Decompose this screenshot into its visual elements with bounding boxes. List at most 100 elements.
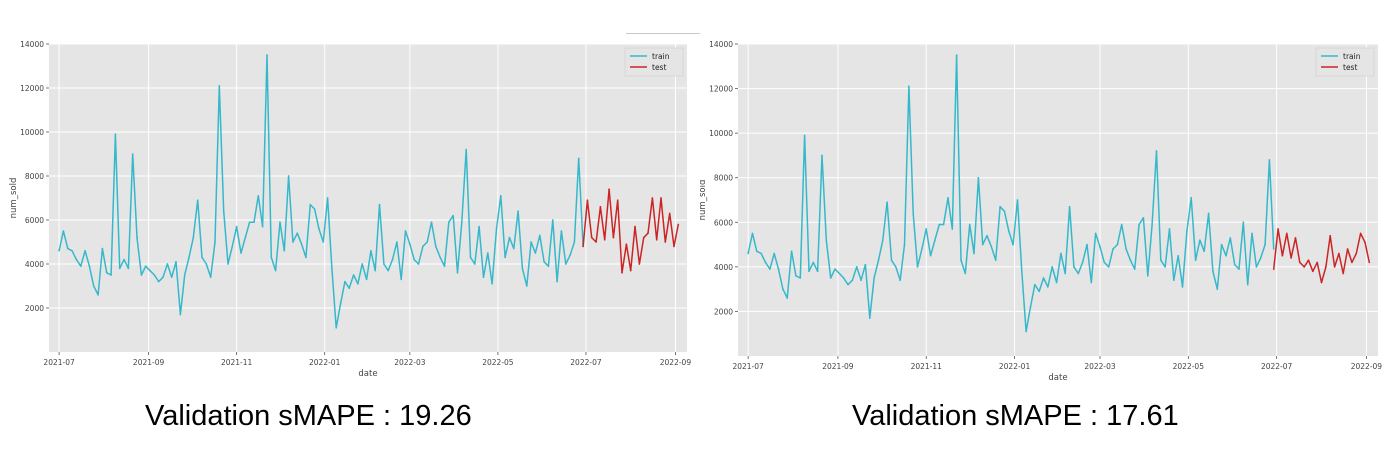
data-point-train <box>292 241 294 243</box>
data-point-train <box>266 54 268 56</box>
data-point-train <box>912 212 915 215</box>
data-point-train <box>140 274 143 276</box>
data-point-train <box>1099 246 1101 248</box>
data-point-train <box>66 247 69 250</box>
data-point-train <box>1003 210 1006 212</box>
data-point-train <box>812 261 815 264</box>
series-line-train <box>58 54 584 329</box>
data-point-train <box>495 228 498 230</box>
data-point-train <box>1042 277 1045 279</box>
x-tick-label: 2022-07 <box>1261 362 1293 371</box>
data-point-test <box>608 188 610 190</box>
x-tick-label: 2022-05 <box>482 358 514 367</box>
data-point-train <box>487 252 489 254</box>
x-tick-label: 2022-09 <box>660 358 692 367</box>
data-point-train <box>218 85 221 87</box>
legend-label-test: test <box>652 63 666 72</box>
data-point-train <box>1007 230 1010 232</box>
data-point-train <box>795 274 797 277</box>
data-point-train <box>747 252 749 255</box>
data-point-train <box>240 252 242 254</box>
data-point-train <box>525 285 528 287</box>
data-point-train <box>1207 212 1210 215</box>
data-point-train <box>391 258 394 261</box>
data-point-train <box>1077 272 1080 275</box>
data-point-train <box>760 252 762 255</box>
data-point-train <box>1212 270 1214 273</box>
data-point-train <box>231 245 234 248</box>
data-point-test <box>586 199 589 201</box>
data-point-test <box>1351 261 1353 264</box>
data-point-train <box>881 239 884 241</box>
data-point-train <box>1073 266 1075 268</box>
data-point-train <box>999 205 1001 208</box>
x-tick-label: 2022-07 <box>570 358 602 367</box>
data-point-train <box>955 54 958 56</box>
data-point-train <box>248 221 251 223</box>
data-point-train <box>1138 223 1140 226</box>
data-point-train <box>855 266 858 268</box>
data-point-train <box>934 239 936 241</box>
x-tick-label: 2021-07 <box>732 362 764 371</box>
y-tick-label: 12000 <box>709 85 733 94</box>
data-point-train <box>157 280 160 283</box>
data-point-train <box>274 269 277 272</box>
data-point-train <box>1051 266 1054 268</box>
data-point-train <box>838 272 841 275</box>
data-point-train <box>829 277 832 279</box>
chart-panel-left: 2000 4000 6000 8000 10000 12000 14000 2021-07 20… <box>9 33 700 432</box>
data-point-train <box>517 210 519 212</box>
data-point-train <box>994 259 997 261</box>
data-point-test <box>1312 270 1314 273</box>
data-point-train <box>1246 283 1249 286</box>
data-point-train <box>166 263 169 265</box>
data-point-train <box>58 250 60 252</box>
data-point-train <box>426 241 428 243</box>
data-point-train <box>283 250 286 252</box>
data-point-test <box>664 241 667 243</box>
data-point-train <box>352 274 355 276</box>
data-point-train <box>422 245 424 248</box>
data-point-train <box>1268 159 1271 161</box>
data-point-train <box>309 203 312 206</box>
data-point-train <box>1055 281 1058 284</box>
data-point-train <box>62 230 65 232</box>
data-point-train <box>127 267 130 270</box>
data-point-test <box>1329 234 1332 237</box>
data-point-train <box>1259 257 1262 259</box>
data-point-train <box>973 252 975 255</box>
data-point-train <box>508 236 511 239</box>
data-point-train <box>977 176 980 179</box>
chart-right: 2000 4000 6000 8000 10000 12000 14000 2021-07 20… <box>700 40 1382 383</box>
data-point-test <box>612 236 615 239</box>
data-point-test <box>629 269 632 272</box>
data-point-train <box>1203 250 1206 253</box>
data-point-train <box>1146 274 1149 277</box>
data-point-train <box>1129 259 1132 261</box>
data-point-train <box>435 245 437 248</box>
x-tick-label: 2021-11 <box>911 362 943 371</box>
x-tick-label: 2021-09 <box>822 362 854 371</box>
data-point-train <box>75 258 78 261</box>
data-point-train <box>1060 252 1062 255</box>
data-point-train <box>409 243 411 245</box>
data-point-train <box>947 196 949 199</box>
data-point-train <box>209 276 212 279</box>
data-point-train <box>79 265 82 268</box>
data-point-test <box>660 197 662 199</box>
data-point-train <box>530 241 532 243</box>
y-tick-label: 10000 <box>709 129 733 138</box>
chart-left: 2000 4000 6000 8000 10000 12000 14000 2021-07 20… <box>9 40 692 379</box>
data-point-train <box>149 269 151 272</box>
x-axis-label: date <box>358 369 377 379</box>
data-point-test <box>1346 248 1349 250</box>
data-point-train <box>816 270 819 273</box>
data-point-train <box>1173 279 1175 282</box>
data-point-train <box>227 263 229 265</box>
data-point-train <box>1103 261 1106 264</box>
data-point-test <box>1355 252 1358 255</box>
data-point-train <box>279 221 281 223</box>
x-tick-label: 2021-11 <box>221 358 253 367</box>
data-point-train <box>105 272 108 274</box>
chart-panel-right: 2000 4000 6000 8000 10000 12000 14000 2021-07 20… <box>700 0 1400 471</box>
